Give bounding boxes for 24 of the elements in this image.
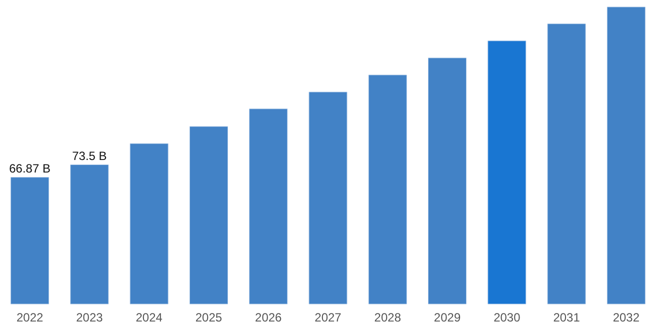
x-tick-label: 2023 xyxy=(76,310,104,324)
x-tick-label: 2028 xyxy=(374,310,402,324)
data-label: 66.87 B xyxy=(9,161,51,176)
bar xyxy=(368,74,407,304)
x-tick-label: 2025 xyxy=(195,310,222,324)
bar xyxy=(488,40,526,304)
bar xyxy=(70,164,109,304)
bar xyxy=(189,126,228,304)
bar xyxy=(10,177,50,304)
data-label: 73.5 B xyxy=(72,148,107,163)
bar xyxy=(606,6,646,304)
x-tick-label: 2031 xyxy=(553,310,580,324)
x-tick-label: 2026 xyxy=(255,310,282,324)
bar xyxy=(547,24,586,304)
x-tick-label: 2022 xyxy=(16,310,44,324)
x-tick-label: 2027 xyxy=(314,310,342,324)
bar xyxy=(130,143,168,304)
x-tick-label: 2032 xyxy=(612,310,640,324)
bar xyxy=(428,58,467,304)
x-tick-label: 2030 xyxy=(494,310,521,324)
bar xyxy=(249,108,288,304)
bar xyxy=(308,92,348,304)
x-tick-label: 2029 xyxy=(434,310,461,324)
x-tick-label: 2024 xyxy=(136,310,163,324)
